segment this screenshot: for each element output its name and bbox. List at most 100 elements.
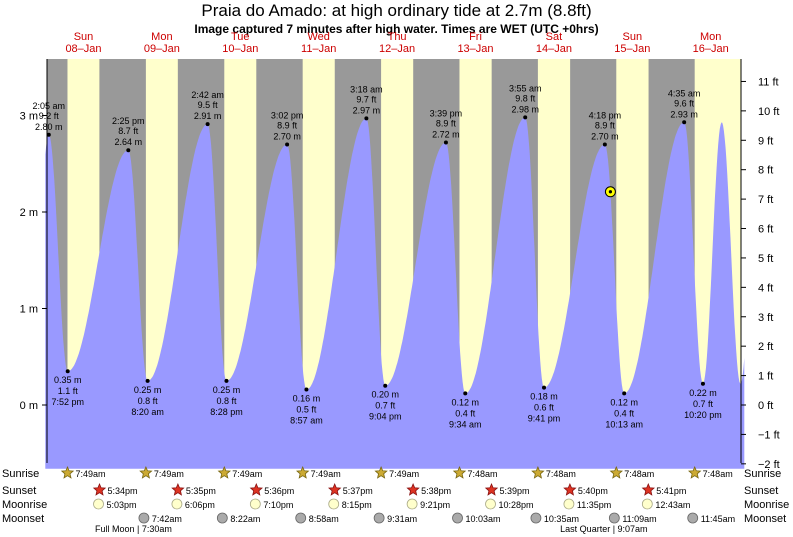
low-tide-feet: 0.4 ft bbox=[455, 408, 476, 418]
sunset-time: 5:37pm bbox=[343, 486, 373, 496]
low-tide-time: 9:04 pm bbox=[369, 412, 402, 422]
tide-area bbox=[45, 117, 745, 469]
chart-subtitle: Image captured 7 minutes after high wate… bbox=[194, 22, 599, 36]
high-tide-meters: 2.91 m bbox=[194, 111, 222, 121]
row-label-right: Sunrise bbox=[744, 468, 781, 480]
high-tide-feet: 9.5 ft bbox=[198, 100, 219, 110]
day-date: 10–Jan bbox=[222, 43, 258, 55]
high-tide-feet: 9.8 ft bbox=[515, 93, 536, 103]
sunrise-time: 7:49am bbox=[154, 469, 184, 479]
day-date: 15–Jan bbox=[614, 43, 650, 55]
high-tide-feet: 8.9 ft bbox=[595, 120, 616, 130]
left-tick-label: 3 m bbox=[20, 111, 38, 123]
low-tide-feet: 0.7 ft bbox=[693, 399, 714, 409]
moonrise-icon bbox=[328, 498, 340, 510]
high-tide-feet: 9.7 ft bbox=[356, 94, 377, 104]
moonrise-time: 9:21pm bbox=[420, 500, 450, 510]
moonrise-time: 5:03pm bbox=[107, 500, 137, 510]
day-name: Sun bbox=[623, 31, 643, 43]
current-tide-marker-center bbox=[608, 190, 613, 194]
right-tick-label: 2 ft bbox=[758, 341, 773, 353]
day-name: Sun bbox=[74, 31, 94, 43]
sunrise-time: 7:48am bbox=[703, 469, 733, 479]
high-tide-meters: 2.70 m bbox=[591, 131, 619, 141]
right-tick-label: 1 ft bbox=[758, 371, 773, 383]
high-tide-meters: 2.97 m bbox=[353, 105, 381, 115]
moonset-icon bbox=[216, 512, 228, 524]
moonset-time: 10:35am bbox=[544, 514, 579, 524]
high-tide-point bbox=[46, 132, 51, 137]
moonset-icon bbox=[530, 512, 542, 524]
moonrise-icon bbox=[249, 498, 261, 510]
moonrise-icon bbox=[563, 498, 575, 510]
row-label-left: Moonset bbox=[2, 513, 44, 525]
high-tide-time: 3:18 am bbox=[350, 84, 383, 94]
row-label-left: Moonrise bbox=[2, 499, 47, 511]
low-tide-time: 7:52 pm bbox=[51, 397, 84, 407]
day-date: 13–Jan bbox=[457, 43, 493, 55]
moonrise-time: 7:10pm bbox=[263, 500, 293, 510]
moonset-time: 8:58am bbox=[309, 514, 339, 524]
moonset-icon bbox=[687, 512, 699, 524]
low-tide-meters: 0.35 m bbox=[54, 375, 82, 385]
low-tide-meters: 0.22 m bbox=[689, 388, 717, 398]
sunset-time: 5:34pm bbox=[107, 486, 137, 496]
moonset-time: 8:22am bbox=[230, 514, 260, 524]
moonrise-time: 8:15pm bbox=[342, 500, 372, 510]
row-label-right: Moonrise bbox=[744, 499, 789, 511]
day-name: Fri bbox=[469, 31, 482, 43]
sunrise-icon bbox=[452, 465, 467, 479]
low-tide-feet: 0.8 ft bbox=[216, 396, 237, 406]
low-tide-feet: 0.8 ft bbox=[138, 396, 159, 406]
moonset-icon bbox=[608, 512, 620, 524]
low-tide-feet: 0.5 ft bbox=[296, 405, 317, 415]
sunrise-icon bbox=[139, 465, 153, 479]
moonrise-icon bbox=[171, 498, 183, 510]
high-tide-point bbox=[205, 122, 210, 127]
day-date: 14–Jan bbox=[536, 43, 572, 55]
low-tide-time: 9:41 pm bbox=[528, 414, 561, 424]
sunset-icon bbox=[484, 482, 499, 496]
moonrise-icon bbox=[641, 498, 653, 510]
day-name: Tue bbox=[231, 31, 250, 43]
low-tide-time: 9:34 am bbox=[449, 419, 482, 429]
moonrise-time: 10:28pm bbox=[499, 500, 534, 510]
high-tide-time: 4:18 pm bbox=[589, 110, 622, 120]
high-tide-point bbox=[364, 116, 369, 121]
left-tick-label: 0 m bbox=[20, 400, 38, 412]
day-name: Wed bbox=[307, 31, 329, 43]
high-tide-time: 4:35 am bbox=[668, 88, 701, 98]
sunrise-icon bbox=[60, 465, 75, 479]
low-tide-point bbox=[65, 369, 70, 374]
low-tide-feet: 0.7 ft bbox=[375, 401, 396, 411]
high-tide-time: 3:55 am bbox=[509, 83, 542, 93]
high-tide-point bbox=[126, 148, 131, 153]
moonrise-time: 6:06pm bbox=[185, 500, 215, 510]
moon-phase-label: Last Quarter | 9:07am bbox=[560, 524, 647, 534]
moonset-time: 10:03am bbox=[466, 514, 501, 524]
low-tide-meters: 0.18 m bbox=[530, 392, 558, 402]
high-tide-time: 3:39 pm bbox=[430, 109, 463, 119]
sunrise-time: 7:48am bbox=[624, 469, 654, 479]
moonset-icon bbox=[138, 512, 150, 524]
day-date: 12–Jan bbox=[379, 43, 415, 55]
low-tide-point bbox=[700, 381, 705, 386]
day-name: Mon bbox=[700, 31, 721, 43]
low-tide-time: 8:57 am bbox=[290, 416, 323, 426]
sunset-time: 5:38pm bbox=[421, 486, 451, 496]
low-tide-time: 8:20 am bbox=[131, 407, 164, 417]
moonset-time: 9:31am bbox=[387, 514, 417, 524]
low-tide-meters: 0.12 m bbox=[452, 397, 480, 407]
sunset-icon bbox=[563, 482, 577, 496]
sunrise-time: 7:49am bbox=[389, 469, 419, 479]
low-tide-point bbox=[224, 378, 229, 383]
high-tide-meters: 2.72 m bbox=[432, 130, 460, 140]
low-tide-point bbox=[383, 383, 388, 388]
low-tide-feet: 0.4 ft bbox=[614, 408, 635, 418]
low-tide-point bbox=[542, 385, 547, 390]
left-tick-label: 1 m bbox=[20, 304, 38, 316]
moonset-time: 11:09am bbox=[622, 514, 656, 524]
high-tide-meters: 2.93 m bbox=[670, 109, 698, 119]
sunset-time: 5:41pm bbox=[656, 486, 686, 496]
low-tide-meters: 0.20 m bbox=[371, 390, 399, 400]
